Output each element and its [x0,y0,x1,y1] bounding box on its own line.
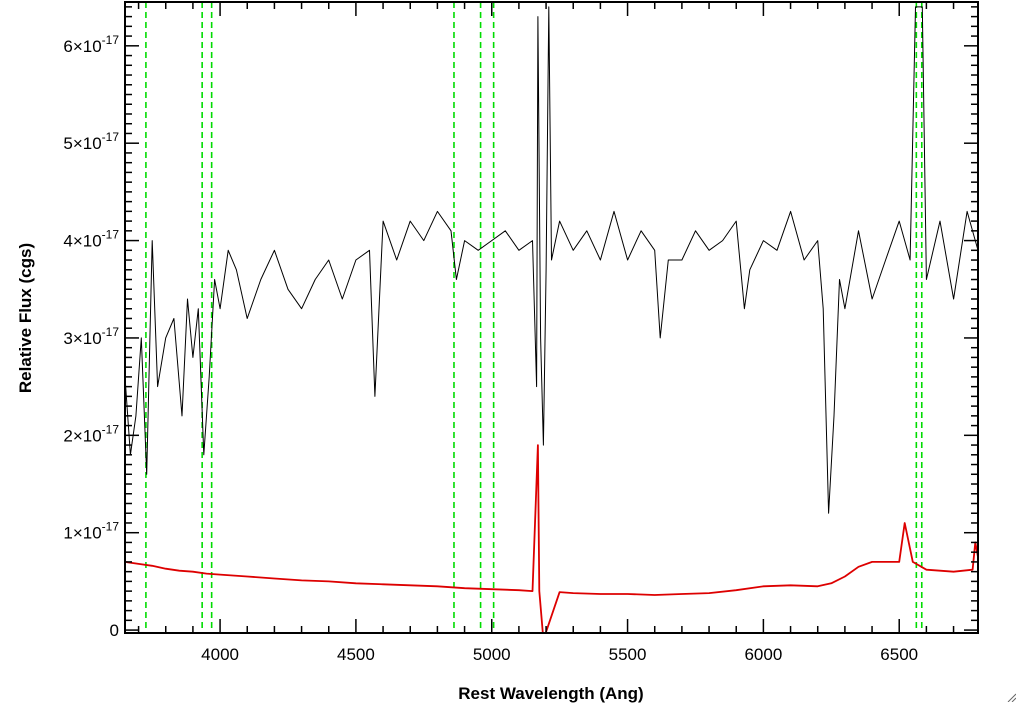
y-tick-label: 2×10-17 [63,422,119,445]
x-tick-label: 6000 [744,645,782,664]
reference-lines [145,2,923,633]
y-tick-label: 4×10-17 [63,228,119,251]
x-tick-label: 5500 [609,645,647,664]
resize-grip-icon[interactable] [1006,692,1016,702]
y-axis-title: Relative Flux (cgs) [16,243,35,393]
series-line-error [125,444,978,633]
plot-frame [124,1,979,634]
x-tick-label: 6500 [880,645,918,664]
series-line-spectrum [125,6,978,514]
y-tick-label: 0 [110,621,119,640]
axes: 4000 4500 5000 5500 6000 6500 0 1×10-17 2×10-17 3… [63,1,979,664]
x-axis-title: Rest Wavelength (Ang) [458,684,643,703]
series-layer [125,6,978,633]
y-tick-label: 1×10-17 [63,520,119,543]
y-tick-label: 3×10-17 [63,325,119,348]
x-tick-label: 4000 [201,645,239,664]
y-tick-label: 5×10-17 [63,130,119,153]
x-tick-label: 5000 [473,645,511,664]
x-tick-label: 4500 [337,645,375,664]
y-tick-label: 6×10-17 [63,33,119,56]
